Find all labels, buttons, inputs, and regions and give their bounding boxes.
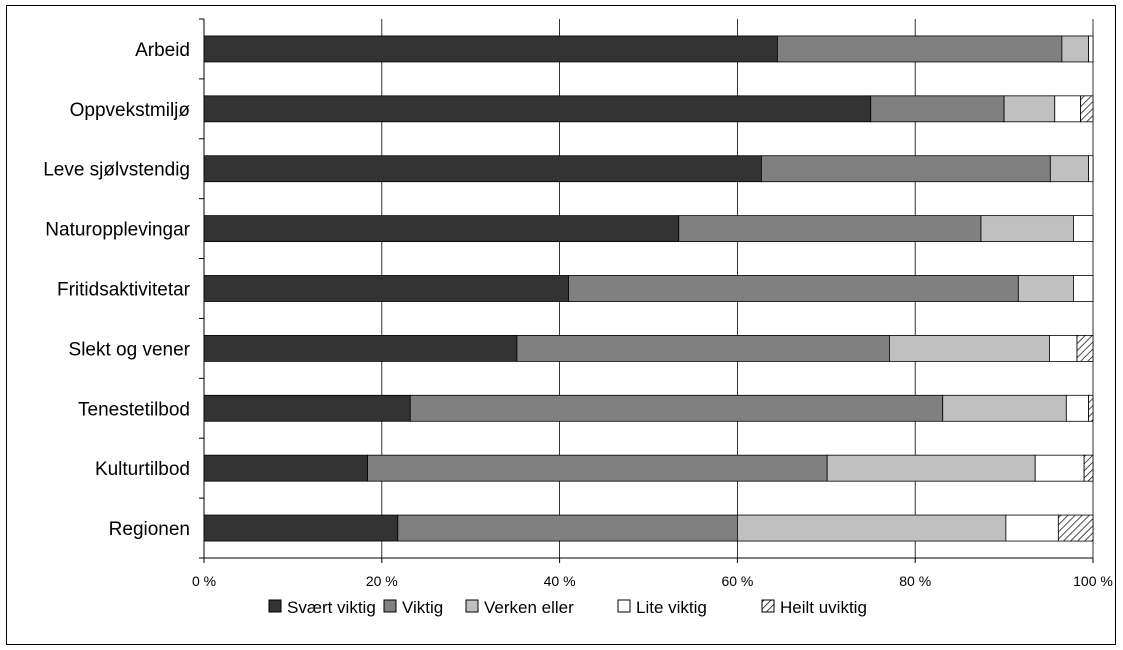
bar-segment-fritidsaktivitetar-viktig [568, 275, 1019, 302]
category-label: Arbeid [135, 40, 190, 61]
category-label: Slekt og vener [69, 339, 191, 360]
bar-segment-tenestetilbod-heilt-uviktig [1088, 394, 1094, 422]
bar-segment-fritidsaktivitetar-lite-viktig [1073, 275, 1094, 302]
x-tick-label: 0 % [192, 573, 216, 589]
bar-segment-slekt-og-vener-viktig [516, 334, 890, 362]
bar-segment-leve-sj-lvstendig-lite-viktig [1088, 155, 1094, 183]
legend-item-lite-viktig: Lite viktig [617, 598, 707, 617]
legend-swatch [465, 599, 479, 613]
legend-item-viktig: Viktig [383, 598, 443, 617]
bar-segment-leve-sj-lvstendig-viktig [761, 155, 1051, 183]
bar-segment-slekt-og-vener-sv-rt-viktig [203, 334, 518, 362]
category-label: Leve sjølvstendig [43, 160, 190, 181]
x-tick-label: 40 % [544, 573, 576, 589]
legend-swatch [761, 599, 775, 613]
bar-segment-kulturtilbod-heilt-uviktig [1083, 454, 1094, 482]
bar-segment-kulturtilbod-sv-rt-viktig [203, 454, 368, 482]
category-label: Tenestetilbod [78, 399, 190, 420]
category-label: Fritidsaktivitetar [57, 280, 191, 301]
bar-segment-oppvekstmilj-viktig [870, 95, 1005, 123]
bar-segment-kulturtilbod-viktig [367, 454, 828, 482]
bar-segment-tenestetilbod-sv-rt-viktig [203, 394, 411, 422]
bar-segment-arbeid-lite-viktig [1088, 35, 1094, 63]
bar-segment-regionen-viktig [397, 514, 738, 542]
legend-swatch [268, 599, 282, 613]
x-tick-labels: 0 % 20 % 40 % 60 % 80 % 100 % [192, 573, 1113, 589]
x-tick-label: 100 % [1073, 573, 1113, 589]
legend-swatch [617, 599, 631, 613]
legend-label: Lite viktig [636, 598, 707, 617]
bar-segment-kulturtilbod-verken-eller [826, 454, 1036, 482]
category-label: Kulturtilbod [95, 459, 190, 480]
bar-segment-arbeid-viktig [777, 35, 1063, 63]
chart-frame: Arbeid Oppvekstmiljø Leve sjølvstendig Natu… [6, 5, 1116, 645]
bar-segment-kulturtilbod-lite-viktig [1034, 454, 1085, 482]
legend-label: Heilt uviktig [780, 598, 867, 617]
bar-segment-oppvekstmilj-sv-rt-viktig [203, 95, 872, 123]
category-label: Naturopplevingar [45, 220, 190, 241]
bar-segment-leve-sj-lvstendig-verken-eller [1049, 155, 1089, 183]
bar-segment-regionen-heilt-uviktig [1057, 514, 1094, 542]
bar-segment-oppvekstmilj-heilt-uviktig [1080, 95, 1094, 123]
legend-item-heilt-uviktig: Heilt uviktig [761, 598, 867, 617]
bar-segment-naturopplevingar-sv-rt-viktig [203, 215, 680, 243]
bar-segment-fritidsaktivitetar-sv-rt-viktig [203, 275, 569, 302]
category-label: Regionen [109, 519, 190, 540]
bar-segment-naturopplevingar-viktig [678, 215, 982, 243]
bar-segment-regionen-sv-rt-viktig [203, 514, 399, 542]
bar-segment-arbeid-verken-eller [1061, 35, 1089, 63]
x-tick-label: 80 % [899, 573, 931, 589]
legend-item-sv-rt-viktig: Svært viktig [268, 598, 376, 617]
bar-segment-regionen-lite-viktig [1005, 514, 1059, 542]
category-label: Oppvekstmiljø [70, 100, 191, 121]
bar-segment-fritidsaktivitetar-verken-eller [1017, 275, 1074, 302]
x-tick-label: 20 % [366, 573, 398, 589]
bar-segment-regionen-verken-eller [737, 514, 1007, 542]
bar-segment-arbeid-sv-rt-viktig [203, 35, 778, 63]
category-labels: Arbeid Oppvekstmiljø Leve sjølvstendig Natu… [43, 40, 190, 540]
bar-segment-oppvekstmilj-verken-eller [1003, 95, 1056, 123]
x-tick-label: 60 % [721, 573, 753, 589]
bars [203, 35, 1094, 542]
bar-segment-slekt-og-vener-lite-viktig [1049, 334, 1078, 362]
bar-segment-tenestetilbod-lite-viktig [1065, 394, 1089, 422]
legend-label: Viktig [402, 598, 443, 617]
legend-swatch [383, 599, 397, 613]
bar-segment-leve-sj-lvstendig-sv-rt-viktig [203, 155, 762, 183]
bar-segment-oppvekstmilj-lite-viktig [1054, 95, 1081, 123]
stacked-bar-chart: Arbeid Oppvekstmiljø Leve sjølvstendig Natu… [43, 18, 1113, 617]
legend-label: Svært viktig [287, 598, 376, 617]
legend-item-verken-eller: Verken eller [465, 598, 574, 617]
bar-segment-tenestetilbod-verken-eller [942, 394, 1067, 422]
bar-segment-naturopplevingar-verken-eller [980, 215, 1074, 243]
bar-segment-slekt-og-vener-heilt-uviktig [1076, 334, 1094, 362]
bar-segment-naturopplevingar-lite-viktig [1073, 215, 1094, 243]
legend: Svært viktig Viktig Verken eller Lite vikti… [268, 598, 867, 617]
legend-label: Verken eller [484, 598, 574, 617]
bar-segment-slekt-og-vener-verken-eller [889, 334, 1050, 362]
bar-segment-tenestetilbod-viktig [409, 394, 944, 422]
